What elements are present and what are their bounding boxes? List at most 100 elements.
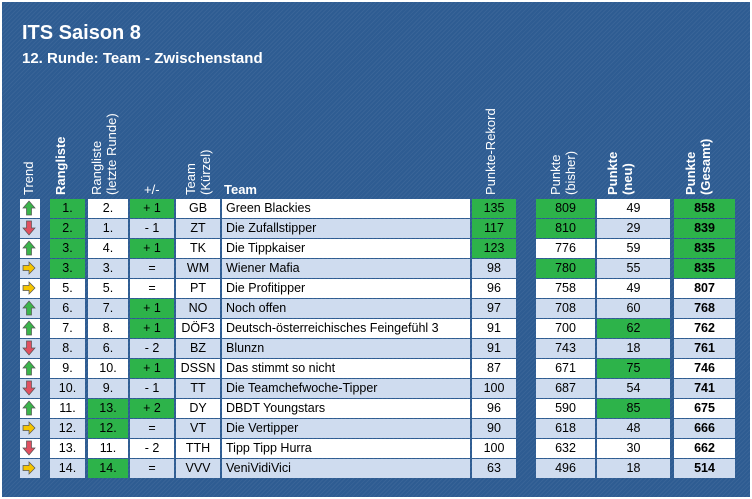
last-cell: 5. [88,279,128,298]
bisher-cell: 687 [536,379,595,398]
pm-cell: + 1 [130,239,174,258]
rank-cell: 9. [50,359,85,378]
last-cell: 13. [88,399,128,418]
code-cell: VT [176,419,220,438]
gesamt-cell: 741 [674,379,735,398]
trend-down-icon [22,380,36,396]
team-cell: Wiener Mafia [222,259,470,278]
gesamt-cell: 761 [674,339,735,358]
neu-cell: 29 [597,219,670,238]
team-cell: Noch offen [222,299,470,318]
bisher-cell: 496 [536,459,595,478]
rank-cell: 7. [50,319,85,338]
rank-cell: 1. [50,199,85,218]
bisher-cell: 708 [536,299,595,318]
gesamt-cell: 807 [674,279,735,298]
trend-cell [20,199,40,218]
rekord-cell: 135 [472,199,516,218]
bisher-cell: 700 [536,319,595,338]
header-rangliste: Rangliste [53,136,68,195]
gesamt-cell: 746 [674,359,735,378]
trend-same-icon [22,261,36,275]
rank-cell: 2. [50,219,85,238]
rekord-cell: 90 [472,419,516,438]
team-cell: Green Blackies [222,199,470,218]
last-cell: 14. [88,459,128,478]
neu-cell: 18 [597,459,670,478]
gesamt-cell: 514 [674,459,735,478]
neu-cell: 60 [597,299,670,318]
team-cell: Die Profitipper [222,279,470,298]
last-cell: 12. [88,419,128,438]
last-cell: 2. [88,199,128,218]
trend-cell [20,439,40,458]
trend-cell [20,399,40,418]
trend-cell [20,359,40,378]
team-cell: Blunzn [222,339,470,358]
gesamt-cell: 839 [674,219,735,238]
pm-cell: + 2 [130,399,174,418]
rekord-cell: 96 [472,279,516,298]
last-cell: 4. [88,239,128,258]
pm-cell: - 1 [130,379,174,398]
neu-cell: 62 [597,319,670,338]
last-cell: 6. [88,339,128,358]
code-cell: WM [176,259,220,278]
pm-cell: + 1 [130,319,174,338]
team-cell: Das stimmt so nicht [222,359,470,378]
pm-cell: = [130,279,174,298]
last-cell: 10. [88,359,128,378]
gesamt-cell: 858 [674,199,735,218]
pm-cell: = [130,459,174,478]
trend-cell [20,239,40,258]
rank-cell: 3. [50,239,85,258]
header-bisher-1: Punkte [548,154,563,195]
code-cell: TT [176,379,220,398]
team-cell: Die Vertipper [222,419,470,438]
gesamt-cell: 675 [674,399,735,418]
rank-cell: 5. [50,279,85,298]
rekord-cell: 91 [472,339,516,358]
bisher-cell: 590 [536,399,595,418]
rank-cell: 6. [50,299,85,318]
bisher-cell: 618 [536,419,595,438]
code-cell: VVV [176,459,220,478]
last-cell: 9. [88,379,128,398]
trend-same-icon [22,421,36,435]
trend-cell [20,279,40,298]
bisher-cell: 758 [536,279,595,298]
team-cell: Die Tippkaiser [222,239,470,258]
team-cell: Tipp Tipp Hurra [222,439,470,458]
trend-down-icon [22,440,36,456]
rekord-cell: 96 [472,399,516,418]
gesamt-cell: 762 [674,319,735,338]
trend-cell [20,259,40,278]
team-cell: Die Teamchefwoche-Tipper [222,379,470,398]
last-cell: 11. [88,439,128,458]
trend-down-icon [22,340,36,356]
header-team-kuerzel-1: Team [183,163,198,195]
header-neu-1: Punkte [605,151,620,195]
header-neu-2: (neu) [620,163,635,195]
trend-same-icon [22,461,36,475]
code-cell: TK [176,239,220,258]
trend-cell [20,379,40,398]
bisher-cell: 776 [536,239,595,258]
pm-cell: + 1 [130,199,174,218]
neu-cell: 49 [597,279,670,298]
bisher-cell: 743 [536,339,595,358]
trend-cell [20,219,40,238]
team-cell: Deutsch-österreichisches Feingefühl 3 [222,319,470,338]
neu-cell: 59 [597,239,670,258]
last-cell: 8. [88,319,128,338]
team-cell: Die Zufallstipper [222,219,470,238]
trend-up-icon [22,320,36,336]
code-cell: PT [176,279,220,298]
pm-cell: = [130,419,174,438]
neu-cell: 75 [597,359,670,378]
rekord-cell: 63 [472,459,516,478]
rekord-cell: 100 [472,439,516,458]
header-team: Team [224,182,257,197]
header-punkte-rekord: Punkte-Rekord [483,108,498,195]
